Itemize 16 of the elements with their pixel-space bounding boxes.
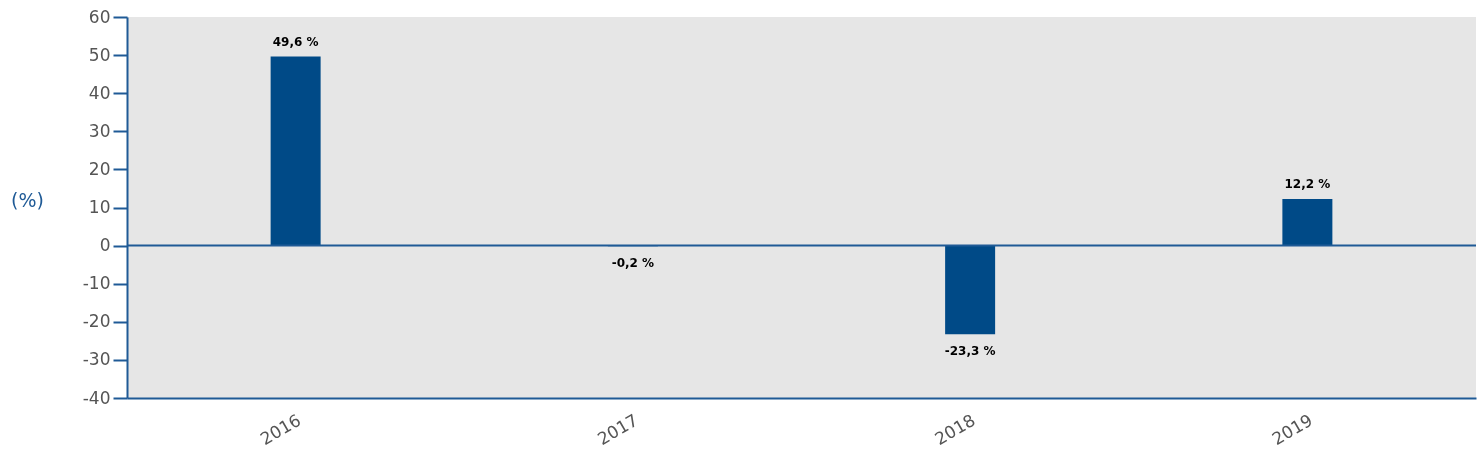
data-label: -23,3 % [944,344,996,359]
y-tick-label: -40 [82,387,111,408]
y-tick-label: -30 [82,349,111,370]
y-tick-label: -10 [82,273,111,294]
data-label: 12,2 % [1284,177,1331,192]
y-tick-label: 40 [88,82,111,103]
y-tick-label: 10 [88,197,111,217]
data-label: 49,6 % [272,34,319,49]
y-tick-label: 20 [88,158,111,179]
y-tick-label: 30 [88,120,111,141]
y-tick-label: -20 [82,311,111,332]
y-axis-title: (%) [11,188,44,211]
y-tick-label: 60 [88,6,111,27]
y-tick-label: 0 [99,235,111,256]
data-label: -0,2 % [611,256,655,271]
y-tick-label: 50 [88,44,111,65]
